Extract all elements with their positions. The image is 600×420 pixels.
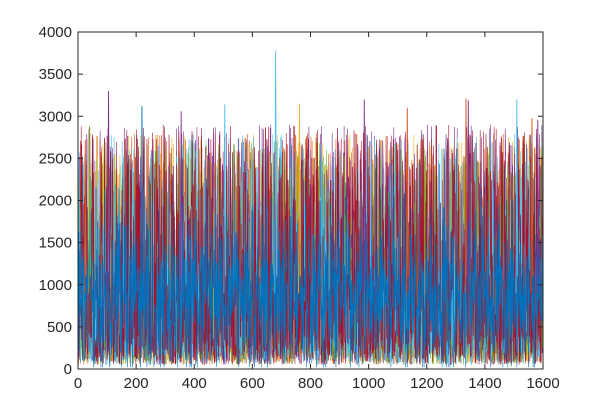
x-tick-label: 600 xyxy=(240,375,265,392)
x-tick-label: 800 xyxy=(298,375,323,392)
x-tick-label: 1200 xyxy=(410,375,443,392)
peak-spike xyxy=(140,106,144,294)
series-line xyxy=(77,178,544,368)
x-tick-label: 1000 xyxy=(352,375,385,392)
peak-spike xyxy=(405,107,409,294)
y-tick-label: 2000 xyxy=(39,193,72,210)
y-tick-label: 3000 xyxy=(39,108,72,125)
peak-spike xyxy=(298,103,301,294)
series-layer xyxy=(77,124,544,368)
peak-spike xyxy=(466,100,470,294)
y-tick-label: 2500 xyxy=(39,150,72,167)
x-tick-label: 0 xyxy=(74,375,82,392)
y-axis: 0 500 1000 1500 2000 2500 3000 3500 4000 xyxy=(39,24,543,378)
x-tick-label: 1400 xyxy=(468,375,501,392)
peak-spike xyxy=(179,111,183,294)
peak-spike xyxy=(464,98,468,294)
x-tick-label: 200 xyxy=(124,375,149,392)
peak-spike xyxy=(536,119,540,294)
peak-spike xyxy=(88,126,91,294)
peak-spike xyxy=(83,139,87,294)
peak-spike xyxy=(274,50,277,294)
y-tick-label: 500 xyxy=(47,319,72,336)
peak-spike xyxy=(107,90,110,294)
peak-spike xyxy=(530,117,534,294)
peak-spike xyxy=(515,99,519,294)
peak-spike xyxy=(223,104,227,294)
y-tick-label: 0 xyxy=(64,361,72,378)
y-tick-label: 3500 xyxy=(39,66,72,83)
x-tick-label: 400 xyxy=(182,375,207,392)
y-tick-label: 1500 xyxy=(39,235,72,252)
y-tick-label: 1000 xyxy=(39,277,72,294)
peak-spike xyxy=(362,99,366,294)
x-tick-label: 1600 xyxy=(526,375,559,392)
y-tick-label: 4000 xyxy=(39,24,72,41)
x-axis: 0 200 400 600 800 1000 1200 1400 1600 xyxy=(74,32,560,392)
peaks-layer xyxy=(83,50,540,294)
